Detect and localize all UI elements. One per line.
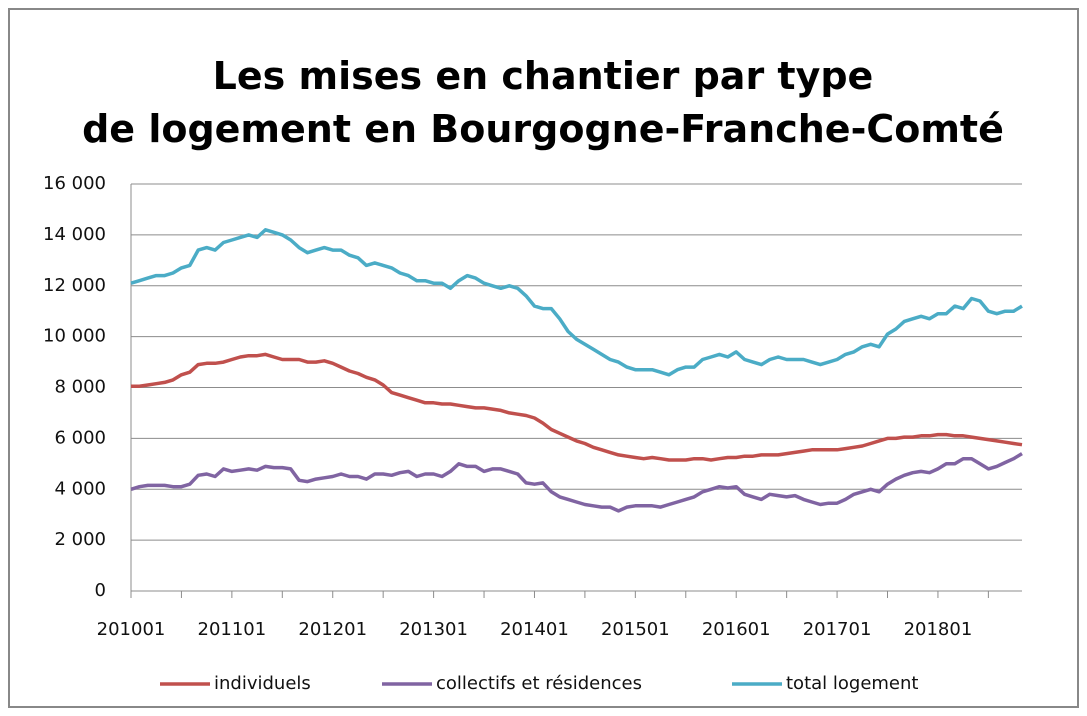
- y-tick-label: 10 000: [43, 326, 106, 347]
- x-tick-label: 201001: [97, 619, 166, 640]
- x-tick-label: 201301: [399, 619, 468, 640]
- chart-title: de logement en Bourgogne-Franche-Comté: [82, 107, 1004, 151]
- x-tick-label: 201201: [298, 619, 367, 640]
- series-line: [130, 452, 1023, 513]
- chart-title: Les mises en chantier par type: [213, 54, 874, 98]
- series-line: [131, 352, 1023, 462]
- series-line: [130, 228, 1023, 377]
- y-tick-label: 0: [95, 580, 106, 601]
- y-tick-label: 8 000: [54, 377, 106, 398]
- legend-label: individuels: [214, 673, 311, 694]
- x-tick-label: 201501: [601, 619, 670, 640]
- y-tick-label: 4 000: [54, 478, 106, 499]
- y-tick-label: 6 000: [54, 427, 106, 448]
- x-tick-label: 201701: [803, 619, 872, 640]
- legend-label: total logement: [786, 673, 918, 694]
- legend-label: collectifs et résidences: [436, 673, 642, 694]
- y-tick-label: 14 000: [43, 224, 106, 245]
- y-tick-label: 2 000: [54, 529, 106, 550]
- x-tick-label: 201101: [198, 619, 267, 640]
- y-tick-label: 12 000: [43, 275, 106, 296]
- y-tick-label: 16 000: [43, 173, 106, 194]
- x-tick-label: 201401: [500, 619, 569, 640]
- x-tick-label: 201801: [904, 619, 973, 640]
- x-tick-label: 201601: [702, 619, 771, 640]
